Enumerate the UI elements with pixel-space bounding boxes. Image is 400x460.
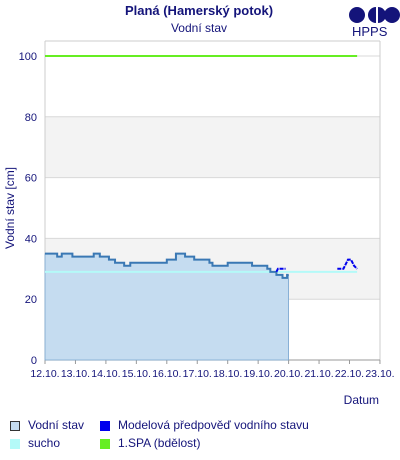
y-tick-label: 40 [25, 233, 37, 245]
legend-swatch [100, 420, 110, 431]
x-tick-label: 15.10. [122, 368, 151, 380]
hpps-logo [348, 6, 400, 40]
y-tick-label: 0 [31, 355, 37, 367]
legend-label: 1.SPA (bdělost) [118, 436, 201, 450]
legend-item-spa: 1.SPA (bdělost) [100, 436, 201, 450]
chart-subtitle: Vodní stav [171, 21, 227, 35]
legend-swatch [100, 438, 110, 449]
legend-swatch [10, 420, 20, 431]
legend-item-vodni-stav: Vodní stav [10, 418, 84, 432]
forecast-line [275, 267, 286, 273]
y-tick-label: 60 [25, 173, 37, 185]
legend-label: sucho [28, 436, 61, 450]
x-tick-label: 14.10. [91, 368, 120, 380]
y-axis-label: Vodní stav [cm] [3, 167, 17, 249]
grid-band [45, 116, 380, 178]
x-tick-label: 13.10. [61, 368, 90, 380]
x-tick-label: 12.10. [30, 368, 59, 380]
x-tick-label: 16.10. [152, 368, 181, 380]
y-tick-label: 80 [25, 112, 37, 124]
water-level-area [44, 253, 289, 361]
x-tick-label: 21.10. [304, 368, 333, 380]
x-tick-label: 23.10. [365, 368, 394, 380]
legend-swatch [10, 438, 20, 449]
legend-item-predpoved: Modelová předpověď vodního stavu [100, 418, 309, 432]
forecast-line [337, 258, 358, 270]
x-tick-label: 19.10. [244, 368, 273, 380]
x-tick-label: 22.10. [335, 368, 364, 380]
legend-label: Vodní stav [28, 418, 85, 432]
x-tick-label: 18.10. [213, 368, 242, 380]
water-level-line [45, 252, 289, 279]
legend-item-sucho: sucho [10, 436, 60, 450]
x-tick-label: 17.10. [183, 368, 212, 380]
y-tick-label: 100 [19, 51, 37, 63]
x-axis-label: Datum [344, 393, 379, 407]
chart-title: Planá (Hamerský potok) [125, 3, 273, 18]
y-tick-label: 20 [25, 294, 37, 306]
x-tick-label: 20.10. [274, 368, 303, 380]
logo-text: HPPS [352, 24, 388, 39]
legend-label: Modelová předpověď vodního stavu [118, 418, 309, 432]
